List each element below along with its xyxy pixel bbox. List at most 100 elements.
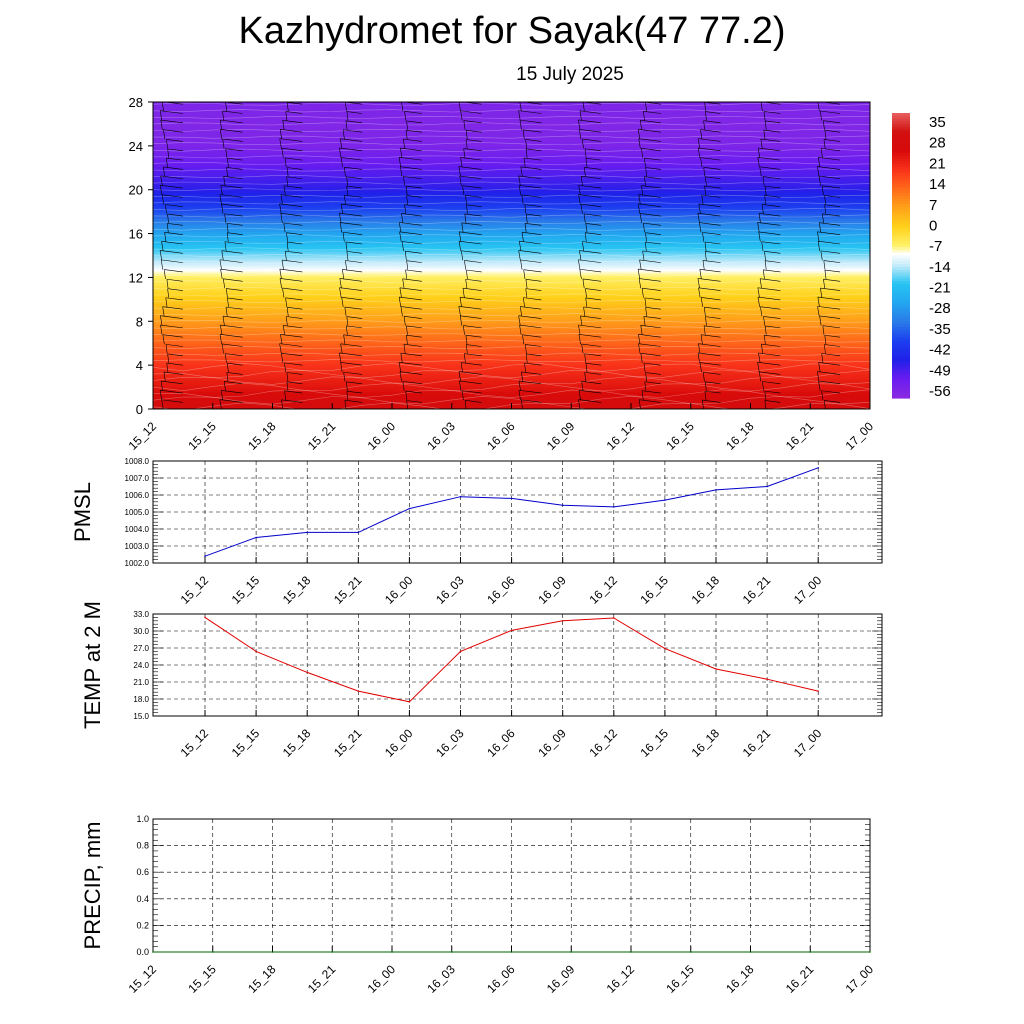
wind-barb-flag <box>160 380 163 391</box>
wind-barb <box>160 175 183 180</box>
precip-data-point <box>271 951 274 953</box>
wind-barb <box>166 139 183 142</box>
wind-barb <box>282 287 303 291</box>
wind-barb <box>640 352 661 357</box>
wind-barb <box>522 334 542 338</box>
wind-barb <box>461 390 482 394</box>
wind-barb-flag <box>222 110 225 121</box>
wind-barb-flag <box>698 287 701 298</box>
wind-barb <box>221 390 243 394</box>
wind-barb-flag <box>519 325 522 335</box>
wind-barb <box>584 148 602 152</box>
wind-barb <box>758 213 781 217</box>
wind-barb <box>757 156 781 161</box>
wind-barb <box>281 399 303 403</box>
wind-barb-flag <box>520 259 523 270</box>
wind-barb <box>342 269 363 273</box>
wind-barb <box>704 325 721 329</box>
wind-barb-flag <box>161 399 164 409</box>
wind-barb-flag <box>817 371 820 382</box>
wind-barb-flag <box>758 231 761 242</box>
wind-barb <box>465 195 482 198</box>
wind-barb <box>521 371 542 375</box>
wind-barb <box>820 250 841 254</box>
precip-data-point <box>630 951 632 953</box>
wind-barb <box>640 325 661 329</box>
wind-barb-flag <box>225 102 228 112</box>
wind-barb-flag <box>343 372 346 382</box>
wind-barb <box>820 110 841 114</box>
x-tick-label: 16_18 <box>689 726 723 760</box>
wind-barb-flag <box>522 129 525 140</box>
wind-barb <box>225 306 243 310</box>
pmsl-data-point <box>561 504 564 507</box>
wind-barb-flag <box>279 343 282 354</box>
wind-barb-flag <box>465 139 468 149</box>
y-tick-label: 1002.0 <box>125 559 150 568</box>
wind-barb-flag <box>578 334 581 345</box>
wind-barb-flag <box>761 204 764 214</box>
wind-barb-flag <box>226 363 229 373</box>
wind-barb-flag <box>757 287 760 298</box>
wind-barb-flag <box>705 316 707 326</box>
precip-data-point <box>391 951 393 953</box>
wind-barb-flag <box>763 111 766 121</box>
wind-barb-flag <box>161 194 165 205</box>
wind-barb <box>161 380 183 385</box>
x-tick-label: 16_06 <box>484 962 518 996</box>
wind-barb <box>163 129 183 133</box>
wind-barb <box>222 343 243 347</box>
precip-data-point <box>450 951 453 953</box>
wind-barb-flag <box>458 371 461 382</box>
wind-barb-flag <box>220 390 224 401</box>
wind-barb-flag <box>704 381 707 391</box>
x-tick-label: 15_12 <box>126 419 160 453</box>
wind-barb <box>764 334 781 338</box>
x-tick-label: 16_12 <box>604 962 638 996</box>
wind-barb <box>345 120 363 124</box>
wind-barb-flag <box>458 241 462 252</box>
wind-barb-flag <box>279 129 283 140</box>
wind-barb <box>163 166 183 170</box>
wind-barb-flag <box>697 278 700 289</box>
wind-barb <box>579 250 602 254</box>
wind-barb-flag <box>638 194 641 205</box>
wind-barb <box>818 380 841 385</box>
wind-barb <box>760 306 781 310</box>
y-tick-label: 12 <box>129 270 143 285</box>
wind-barb-flag <box>821 353 824 363</box>
wind-barb <box>640 119 661 124</box>
wind-barb-flag <box>344 306 347 317</box>
wind-barb-flag <box>518 315 521 326</box>
wind-barb-flag <box>639 120 643 130</box>
wind-barb <box>758 352 781 357</box>
wind-barb-flag <box>523 269 526 279</box>
wind-barb <box>697 212 721 217</box>
precip-data-point <box>809 951 812 953</box>
wind-barb-flag <box>163 129 166 140</box>
wind-barb <box>405 185 422 189</box>
temp2m-panel: 15.0 18.0 21.0 24.0 27.0 30.0 33.0 15_12 15_15 15… <box>80 601 883 760</box>
x-tick-label: 16_18 <box>689 573 723 607</box>
wind-barb <box>342 129 363 133</box>
wind-barb <box>523 297 542 301</box>
wind-barb-flag <box>518 250 521 261</box>
wind-barb <box>459 175 482 180</box>
pmsl-ylabel: PMSL <box>70 482 95 542</box>
wind-barb-flag <box>585 363 588 373</box>
wind-barb <box>280 213 303 217</box>
wind-barb <box>160 324 183 329</box>
wind-barb <box>344 194 363 198</box>
wind-barb <box>340 138 363 142</box>
wind-barb-flag <box>524 204 527 214</box>
wind-barb-flag <box>340 343 343 354</box>
wind-barb-flag <box>345 325 348 335</box>
wind-barb-flag <box>579 250 582 261</box>
wind-barb <box>760 278 781 282</box>
wind-barb-flag <box>580 315 583 326</box>
wind-barb <box>340 222 363 226</box>
wind-barb <box>638 194 661 198</box>
wind-barb <box>757 361 781 366</box>
wind-barb-flag <box>225 288 228 298</box>
